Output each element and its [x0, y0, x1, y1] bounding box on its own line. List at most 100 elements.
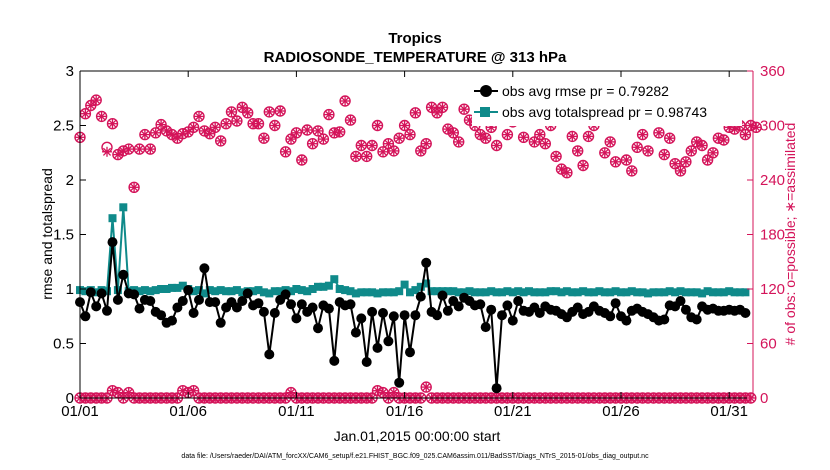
asterisk-stroke [708, 148, 718, 157]
obs-assimilated-marker [610, 156, 621, 167]
spread-point [519, 288, 528, 297]
x-axis-label: Jan.01,2015 00:00:00 start [334, 428, 501, 444]
spread-point [644, 289, 652, 298]
rmse-point [680, 304, 691, 315]
asterisk-stroke [157, 120, 166, 129]
rmse-point [210, 297, 221, 308]
chart-subtitle: RADIOSONDE_TEMPERATURE @ 313 hPa [264, 49, 567, 66]
asterisk-stroke [395, 134, 404, 143]
spread-point [81, 287, 90, 296]
spread-point [589, 288, 598, 297]
asterisk-stroke [638, 130, 647, 139]
rmse-point [280, 289, 291, 300]
rmse-point [253, 298, 264, 309]
obs-assimilated-marker [296, 155, 307, 165]
obs-assimilated-marker [356, 140, 367, 151]
asterisk-stroke [411, 108, 420, 117]
spread-point [676, 287, 685, 296]
spread-point [276, 287, 285, 296]
asterisk-stroke [373, 121, 382, 130]
obs-assimilated-marker [91, 95, 102, 106]
spread-point [481, 288, 490, 297]
asterisk-stroke [178, 386, 187, 395]
asterisk-stroke [238, 103, 247, 112]
y-right-tick-label: 240 [760, 172, 785, 189]
obs-assimilated-marker [680, 156, 691, 167]
rmse-point [572, 302, 583, 313]
spread-point [508, 288, 517, 297]
rmse-point [264, 349, 275, 360]
spread-point [411, 286, 420, 295]
rmse-point [605, 311, 616, 322]
rmse-point [91, 301, 102, 312]
rmse-point [286, 299, 296, 310]
obs-assimilated-marker [578, 160, 589, 171]
asterisk-stroke [633, 143, 642, 152]
asterisk-stroke [108, 119, 117, 128]
spread-point [433, 287, 442, 296]
obs-assimilated-marker [567, 131, 578, 142]
spread-point [719, 288, 728, 297]
spread-point [205, 286, 214, 295]
spread-point [351, 289, 360, 298]
obs-assimilated-marker [286, 134, 296, 145]
obs-assimilated-marker [529, 136, 540, 147]
spread-point [492, 288, 501, 297]
y-right-tick-label: 300 [760, 118, 785, 135]
asterisk-stroke [211, 123, 220, 132]
spread-point [303, 287, 312, 296]
asterisk-stroke [124, 145, 133, 154]
asterisk-stroke [324, 110, 333, 119]
asterisk-stroke [627, 166, 636, 175]
asterisk-stroke [427, 103, 436, 112]
rmse-point [269, 308, 280, 318]
spread-point [249, 287, 258, 296]
asterisk-stroke [584, 132, 593, 141]
spread-point [368, 288, 377, 297]
rmse-point [345, 299, 356, 310]
asterisk-stroke [573, 146, 582, 155]
obs-assimilated-low-marker [421, 382, 432, 393]
obs-assimilated-marker [139, 129, 150, 140]
spread-point [341, 286, 350, 295]
asterisk-stroke [730, 125, 739, 134]
spread-point [254, 286, 263, 295]
spread-point [173, 283, 182, 292]
asterisk-stroke [519, 133, 528, 142]
rmse-point [134, 303, 145, 314]
rmse-point [291, 313, 302, 324]
asterisk-stroke [97, 112, 106, 121]
obs-assimilated-marker [237, 102, 248, 113]
x-tick-label: 01/01 [61, 403, 99, 420]
x-tick-label: 01/06 [169, 403, 207, 420]
obs-assimilated-marker [556, 164, 567, 175]
obs-assimilated-marker [572, 145, 583, 156]
obs-assimilated-marker [480, 133, 491, 144]
asterisk-stroke [135, 145, 144, 154]
spread-point [195, 286, 203, 295]
spread-point [514, 287, 523, 296]
rmse-point [145, 296, 156, 306]
rmse-point [350, 327, 361, 338]
rmse-point [388, 311, 399, 322]
y-tick-label: 2.5 [53, 118, 74, 135]
obs-assimilated-marker [442, 124, 453, 135]
rmse-point [675, 296, 686, 306]
spread-point [617, 288, 625, 297]
spread-point [330, 275, 339, 284]
spread-point [541, 288, 550, 297]
obs-assimilated-marker [123, 144, 134, 155]
obs-assimilated-marker [318, 134, 329, 145]
y-right-tick-label: 120 [760, 281, 785, 298]
asterisk-stroke [703, 155, 712, 165]
obs-assimilated-marker [291, 127, 302, 138]
spread-point [449, 287, 458, 296]
rmse-point [85, 287, 96, 298]
asterisk-stroke [319, 135, 328, 144]
obs-assimilated-marker [664, 133, 675, 144]
spread-point [265, 289, 274, 298]
spread-point [422, 279, 431, 288]
spread-point [443, 287, 452, 296]
spread-point [568, 288, 577, 297]
